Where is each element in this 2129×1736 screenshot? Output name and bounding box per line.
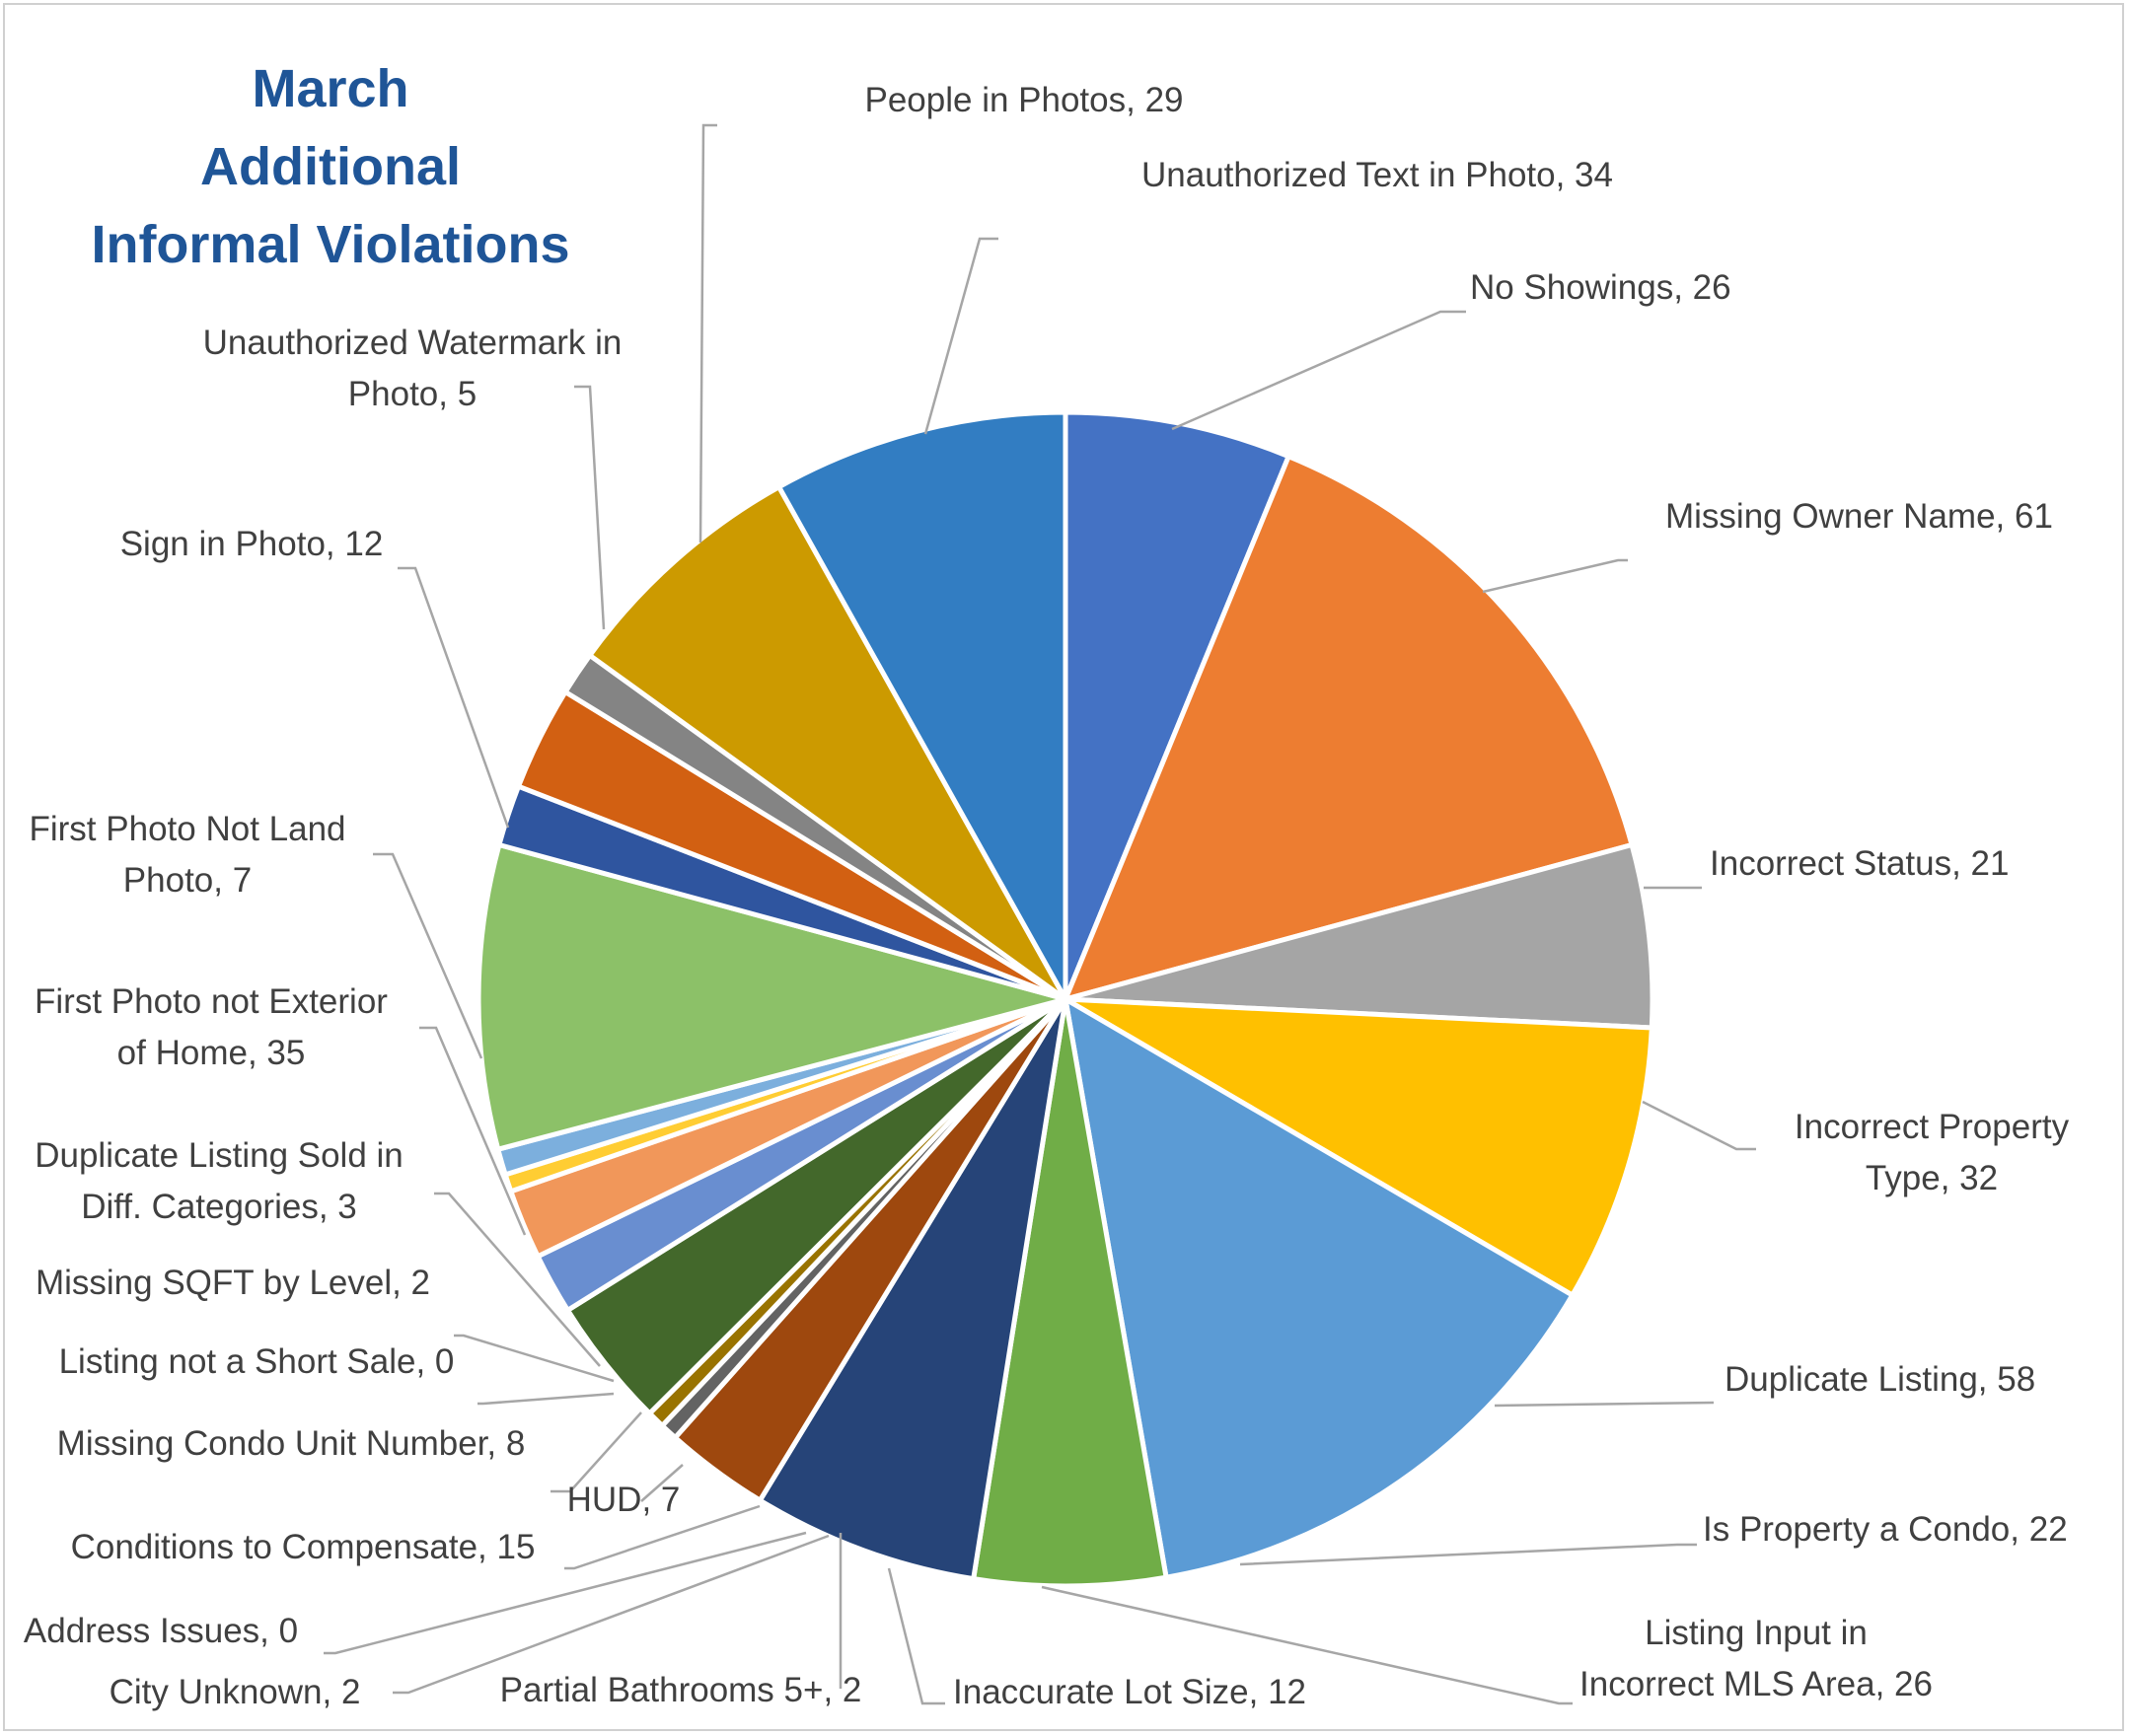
leader-line [1041,1585,1573,1705]
leader-line [1494,1401,1715,1408]
leader-line [574,385,606,630]
leader-line [477,1392,615,1406]
leader-line [434,1192,601,1367]
pie-slice [1063,996,1654,1298]
slice-data-label: Missing SQFT by Level, 2 [36,1264,430,1302]
leader-line [1642,1100,1756,1151]
leader-line [324,1531,807,1655]
leader-line [393,1534,830,1695]
slice-data-label: Missing Condo Unit Number, 8 [57,1424,526,1463]
pie-slice [587,484,1068,1002]
slice-data-label: Missing Owner Name, 61 [1665,497,2053,536]
leader-line [551,1411,642,1493]
leader-line [923,237,998,435]
pie-slice [1063,841,1655,1031]
slice-data-label: Inaccurate Lot Size, 12 [953,1673,1306,1711]
leader-line [398,566,510,829]
slice-data-label: First Photo not Exterior of Home, 35 [35,982,388,1072]
leader-line [1239,1543,1697,1566]
slice-data-label: HUD, 7 [567,1481,681,1519]
slice-data-label: City Unknown, 2 [110,1673,361,1711]
leader-line [454,1334,615,1383]
slice-data-label: Incorrect Property Type, 32 [1795,1108,2070,1197]
leader-line [640,1464,684,1502]
slice-data-label: Address Issues, 0 [24,1612,298,1650]
leader-line [1171,310,1466,431]
chart-title: March Additional Informal Violations [91,59,569,274]
slice-data-label: People in Photos, 29 [864,81,1183,119]
slice-data-label: Incorrect Status, 21 [1710,844,2009,883]
chart-frame [3,3,2124,1731]
pie-slice [1063,454,1635,1002]
leader-line [1482,558,1628,594]
slice-data-label: Sign in Photo, 12 [120,525,384,563]
slice-data-label: Is Property a Condo, 22 [1703,1510,2068,1549]
pie-slice [776,409,1068,1002]
slice-data-label: Listing Input in Incorrect MLS Area, 26 [1579,1614,1933,1703]
pie-slice [971,996,1169,1589]
pie-slice [757,996,1068,1582]
slice-data-label: Partial Bathrooms 5+, 2 [500,1671,862,1709]
leader-line [887,1567,945,1705]
slice-data-label: Duplicate Listing, 58 [1725,1360,2035,1399]
pie-slice [476,841,1068,1152]
slice-data-label: Conditions to Compensate, 15 [71,1528,536,1566]
slice-data-label: Unauthorized Watermark in Photo, 5 [203,324,623,413]
slice-data-label: Duplicate Listing Sold in Diff. Categorie… [35,1136,404,1226]
pie-slice [1063,409,1291,1002]
pie-slice [1063,996,1576,1580]
leader-line [564,1504,761,1570]
slice-data-label: No Showings, 26 [1470,268,1731,307]
slice-data-label: First Photo Not Land Photo, 7 [30,810,346,900]
leader-line [373,852,483,1059]
leader-line [419,1026,527,1236]
slice-data-label: Unauthorized Text in Photo, 34 [1141,156,1613,194]
slice-data-label: Listing not a Short Sale, 0 [59,1342,455,1381]
leader-line [698,123,717,543]
